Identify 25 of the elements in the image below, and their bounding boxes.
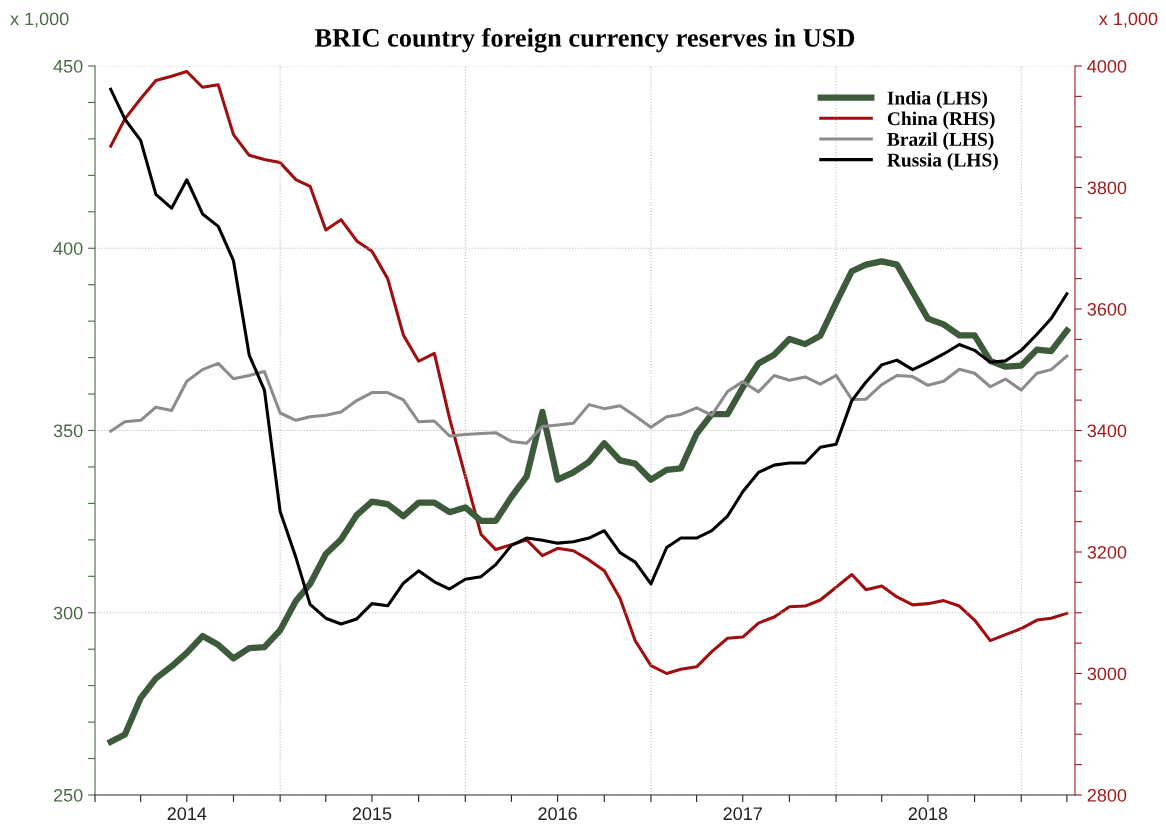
y2-tick-label: 3600	[1087, 302, 1127, 316]
text: x 1,000	[1098, 12, 1158, 28]
x-tick-label: 2016	[538, 807, 577, 821]
x-tick-label: 2015	[352, 807, 392, 821]
text: x 1,000	[10, 12, 69, 28]
y2-tick-label: 3200	[1087, 545, 1127, 559]
y2-tick-label: 3400	[1087, 424, 1127, 438]
chart-title: BRIC country foreign currency reserves in USD	[314, 27, 855, 53]
y2-tick-label: 3000	[1087, 667, 1127, 681]
x-tick-label: 2017	[723, 807, 762, 821]
y2-tick-label: 4000	[1087, 59, 1127, 73]
y-tick-label: 400	[53, 242, 83, 255]
x-tick-label: 2018	[908, 807, 948, 821]
y2-tick-label: 3800	[1087, 181, 1127, 195]
y-tick-label: 300	[53, 606, 83, 620]
legend-label: Brazil (LHS)	[887, 132, 994, 150]
legend-label: Russia (LHS)	[887, 152, 998, 171]
y-tick-label: 350	[53, 424, 83, 438]
legend-label: China (RHS)	[887, 111, 995, 130]
legend-label: India (LHS)	[887, 90, 988, 109]
y2-tick-label: 2800	[1087, 788, 1127, 802]
y-tick-label: 450	[53, 59, 83, 73]
x-tick-label: 2014	[167, 807, 207, 821]
y-tick-label: 250	[53, 788, 83, 802]
line-series	[109, 354, 1069, 445]
